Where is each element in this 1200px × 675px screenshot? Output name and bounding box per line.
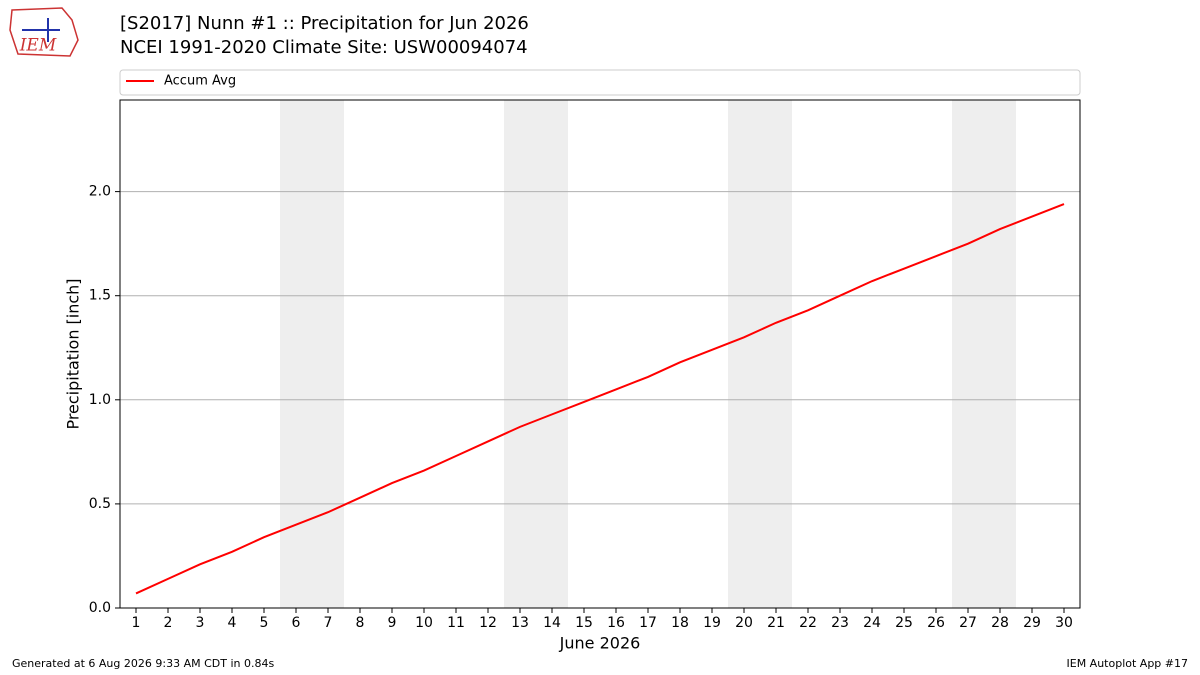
y-axis-label: Precipitation [inch] [64,278,83,429]
x-tick-label: 11 [447,615,465,631]
x-tick-label: 28 [991,615,1009,631]
x-tick-label: 7 [324,615,333,631]
x-tick-label: 19 [703,615,721,631]
weekend-shade [728,100,792,608]
x-tick-label: 15 [575,615,593,631]
y-tick-label: 0.0 [89,600,111,616]
weekend-shade [280,100,344,608]
x-tick-label: 25 [895,615,913,631]
x-tick-label: 5 [260,615,269,631]
chart-subtitle: NCEI 1991-2020 Climate Site: USW00094074 [120,37,528,58]
x-tick-label: 16 [607,615,625,631]
y-tick-label: 0.5 [89,496,111,512]
x-tick-label: 20 [735,615,753,631]
x-tick-label: 9 [388,615,397,631]
x-tick-label: 30 [1055,615,1073,631]
x-tick-label: 4 [228,615,237,631]
x-tick-label: 14 [543,615,561,631]
x-tick-label: 21 [767,615,785,631]
series-line [135,203,1065,595]
x-tick-label: 2 [164,615,173,631]
x-axis-label: June 2026 [559,634,641,653]
y-tick-label: 1.0 [89,392,111,408]
x-tick-label: 22 [799,615,817,631]
footer-left: Generated at 6 Aug 2026 9:33 AM CDT in 0… [12,657,274,670]
weekend-shade [952,100,1016,608]
x-tick-label: 27 [959,615,977,631]
legend-label: Accum Avg [164,74,236,89]
x-tick-label: 10 [415,615,433,631]
x-tick-label: 12 [479,615,497,631]
x-tick-label: 6 [292,615,301,631]
x-tick-label: 13 [511,615,529,631]
x-tick-label: 17 [639,615,657,631]
x-tick-label: 23 [831,615,849,631]
x-tick-label: 8 [356,615,365,631]
footer-right: IEM Autoplot App #17 [1067,657,1189,670]
legend-box [119,69,1081,96]
logo: IEM [9,7,79,57]
plot-frame [119,99,1081,609]
x-tick-label: 3 [196,615,205,631]
chart-title: [S2017] Nunn #1 :: Precipitation for Jun… [120,13,529,34]
x-tick-label: 29 [1023,615,1041,631]
weekend-shade [504,100,568,608]
x-tick-label: 1 [132,615,141,631]
x-tick-label: 26 [927,615,945,631]
y-tick-label: 1.5 [89,288,111,304]
x-tick-label: 24 [863,615,881,631]
x-tick-label: 18 [671,615,689,631]
logo-text: IEM [19,36,57,56]
y-tick-label: 2.0 [89,184,111,200]
